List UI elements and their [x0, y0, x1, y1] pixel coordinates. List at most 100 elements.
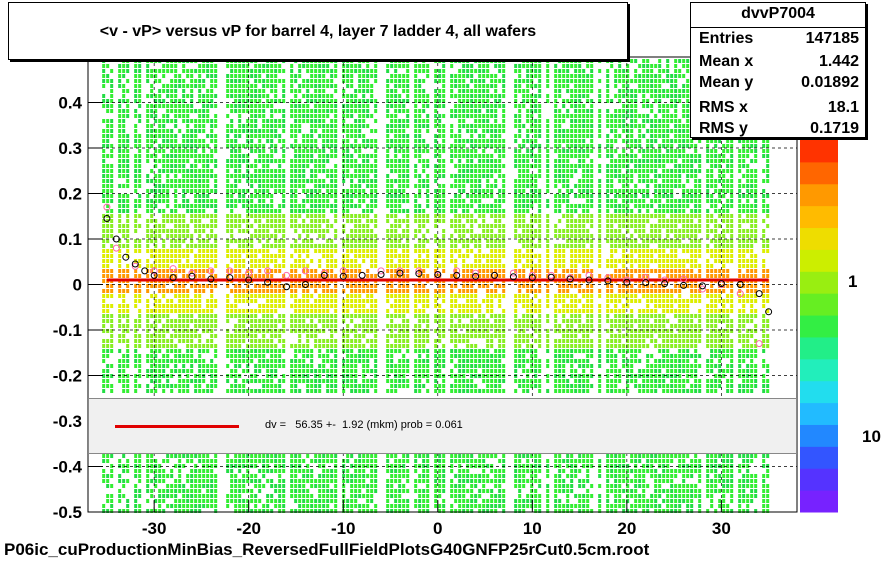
- histogram-cell: [334, 274, 338, 278]
- histogram-cell: [394, 479, 398, 483]
- histogram-cell: [230, 84, 234, 88]
- histogram-cell: [394, 504, 398, 508]
- histogram-cell: [138, 214, 142, 218]
- histogram-cell: [414, 149, 418, 153]
- histogram-cell: [310, 79, 314, 83]
- histogram-cell: [298, 104, 302, 108]
- histogram-cell: [342, 74, 346, 78]
- histogram-cell: [214, 484, 218, 488]
- histogram-cell: [322, 109, 326, 113]
- histogram-cell: [350, 339, 354, 343]
- histogram-cell: [414, 109, 418, 113]
- histogram-cell: [238, 199, 242, 203]
- histogram-cell: [358, 324, 362, 328]
- histogram-cell: [278, 299, 282, 303]
- histogram-cell: [170, 59, 174, 63]
- histogram-cell: [310, 239, 314, 243]
- histogram-cell: [330, 104, 334, 108]
- histogram-cell: [262, 389, 266, 393]
- histogram-cell: [318, 509, 322, 513]
- histogram-cell: [266, 119, 270, 123]
- histogram-cell: [426, 374, 430, 378]
- histogram-cell: [434, 459, 438, 463]
- histogram-cell: [154, 364, 158, 368]
- histogram-cell: [182, 154, 186, 158]
- histogram-cell: [374, 149, 378, 153]
- histogram-cell: [150, 214, 154, 218]
- histogram-cell: [266, 194, 270, 198]
- histogram-cell: [374, 324, 378, 328]
- histogram-cell: [450, 369, 454, 373]
- histogram-cell: [398, 224, 402, 228]
- histogram-cell: [314, 484, 318, 488]
- histogram-cell: [458, 194, 462, 198]
- histogram-cell: [386, 264, 390, 268]
- histogram-cell: [270, 104, 274, 108]
- histogram-cell: [174, 204, 178, 208]
- histogram-cell: [298, 99, 302, 103]
- histogram-cell: [170, 159, 174, 163]
- histogram-cell: [350, 504, 354, 508]
- histogram-cell: [322, 489, 326, 493]
- histogram-cell: [454, 474, 458, 478]
- histogram-cell: [134, 189, 138, 193]
- histogram-cell: [174, 159, 178, 163]
- histogram-cell: [418, 99, 422, 103]
- histogram-cell: [234, 484, 238, 488]
- histogram-cell: [314, 204, 318, 208]
- histogram-cell: [106, 509, 110, 513]
- histogram-cell: [362, 324, 366, 328]
- histogram-cell: [290, 189, 294, 193]
- histogram-cell: [210, 119, 214, 123]
- histogram-cell: [242, 389, 246, 393]
- histogram-cell: [370, 209, 374, 213]
- histogram-cell: [134, 354, 138, 358]
- histogram-cell: [106, 339, 110, 343]
- histogram-cell: [266, 274, 270, 278]
- histogram-cell: [270, 494, 274, 498]
- histogram-cell: [230, 344, 234, 348]
- histogram-cell: [354, 479, 358, 483]
- histogram-cell: [394, 304, 398, 308]
- histogram-cell: [170, 119, 174, 123]
- histogram-cell: [426, 204, 430, 208]
- histogram-cell: [190, 94, 194, 98]
- histogram-cell: [362, 479, 366, 483]
- histogram-cell: [146, 339, 150, 343]
- histogram-cell: [418, 264, 422, 268]
- histogram-cell: [426, 299, 430, 303]
- histogram-cell: [398, 134, 402, 138]
- histogram-cell: [194, 244, 198, 248]
- histogram-cell: [106, 499, 110, 503]
- histogram-cell: [390, 369, 394, 373]
- histogram-cell: [202, 464, 206, 468]
- histogram-cell: [146, 219, 150, 223]
- histogram-cell: [282, 199, 286, 203]
- histogram-cell: [342, 474, 346, 478]
- histogram-cell: [354, 109, 358, 113]
- histogram-cell: [322, 64, 326, 68]
- histogram-cell: [450, 259, 454, 263]
- histogram-cell: [434, 294, 438, 298]
- histogram-cell: [334, 309, 338, 313]
- histogram-cell: [418, 349, 422, 353]
- histogram-cell: [202, 129, 206, 133]
- histogram-cell: [454, 79, 458, 83]
- histogram-cell: [150, 334, 154, 338]
- histogram-cell: [118, 114, 122, 118]
- histogram-cell: [110, 69, 114, 73]
- histogram-cell: [454, 199, 458, 203]
- histogram-cell: [402, 374, 406, 378]
- histogram-cell: [270, 184, 274, 188]
- histogram-cell: [366, 509, 370, 513]
- histogram-cell: [190, 184, 194, 188]
- histogram-cell: [102, 469, 106, 473]
- histogram-cell: [214, 259, 218, 263]
- histogram-cell: [306, 354, 310, 358]
- histogram-cell: [214, 124, 218, 128]
- histogram-cell: [238, 284, 242, 288]
- histogram-cell: [190, 144, 194, 148]
- histogram-cell: [326, 224, 330, 228]
- histogram-cell: [258, 319, 262, 323]
- histogram-cell: [282, 179, 286, 183]
